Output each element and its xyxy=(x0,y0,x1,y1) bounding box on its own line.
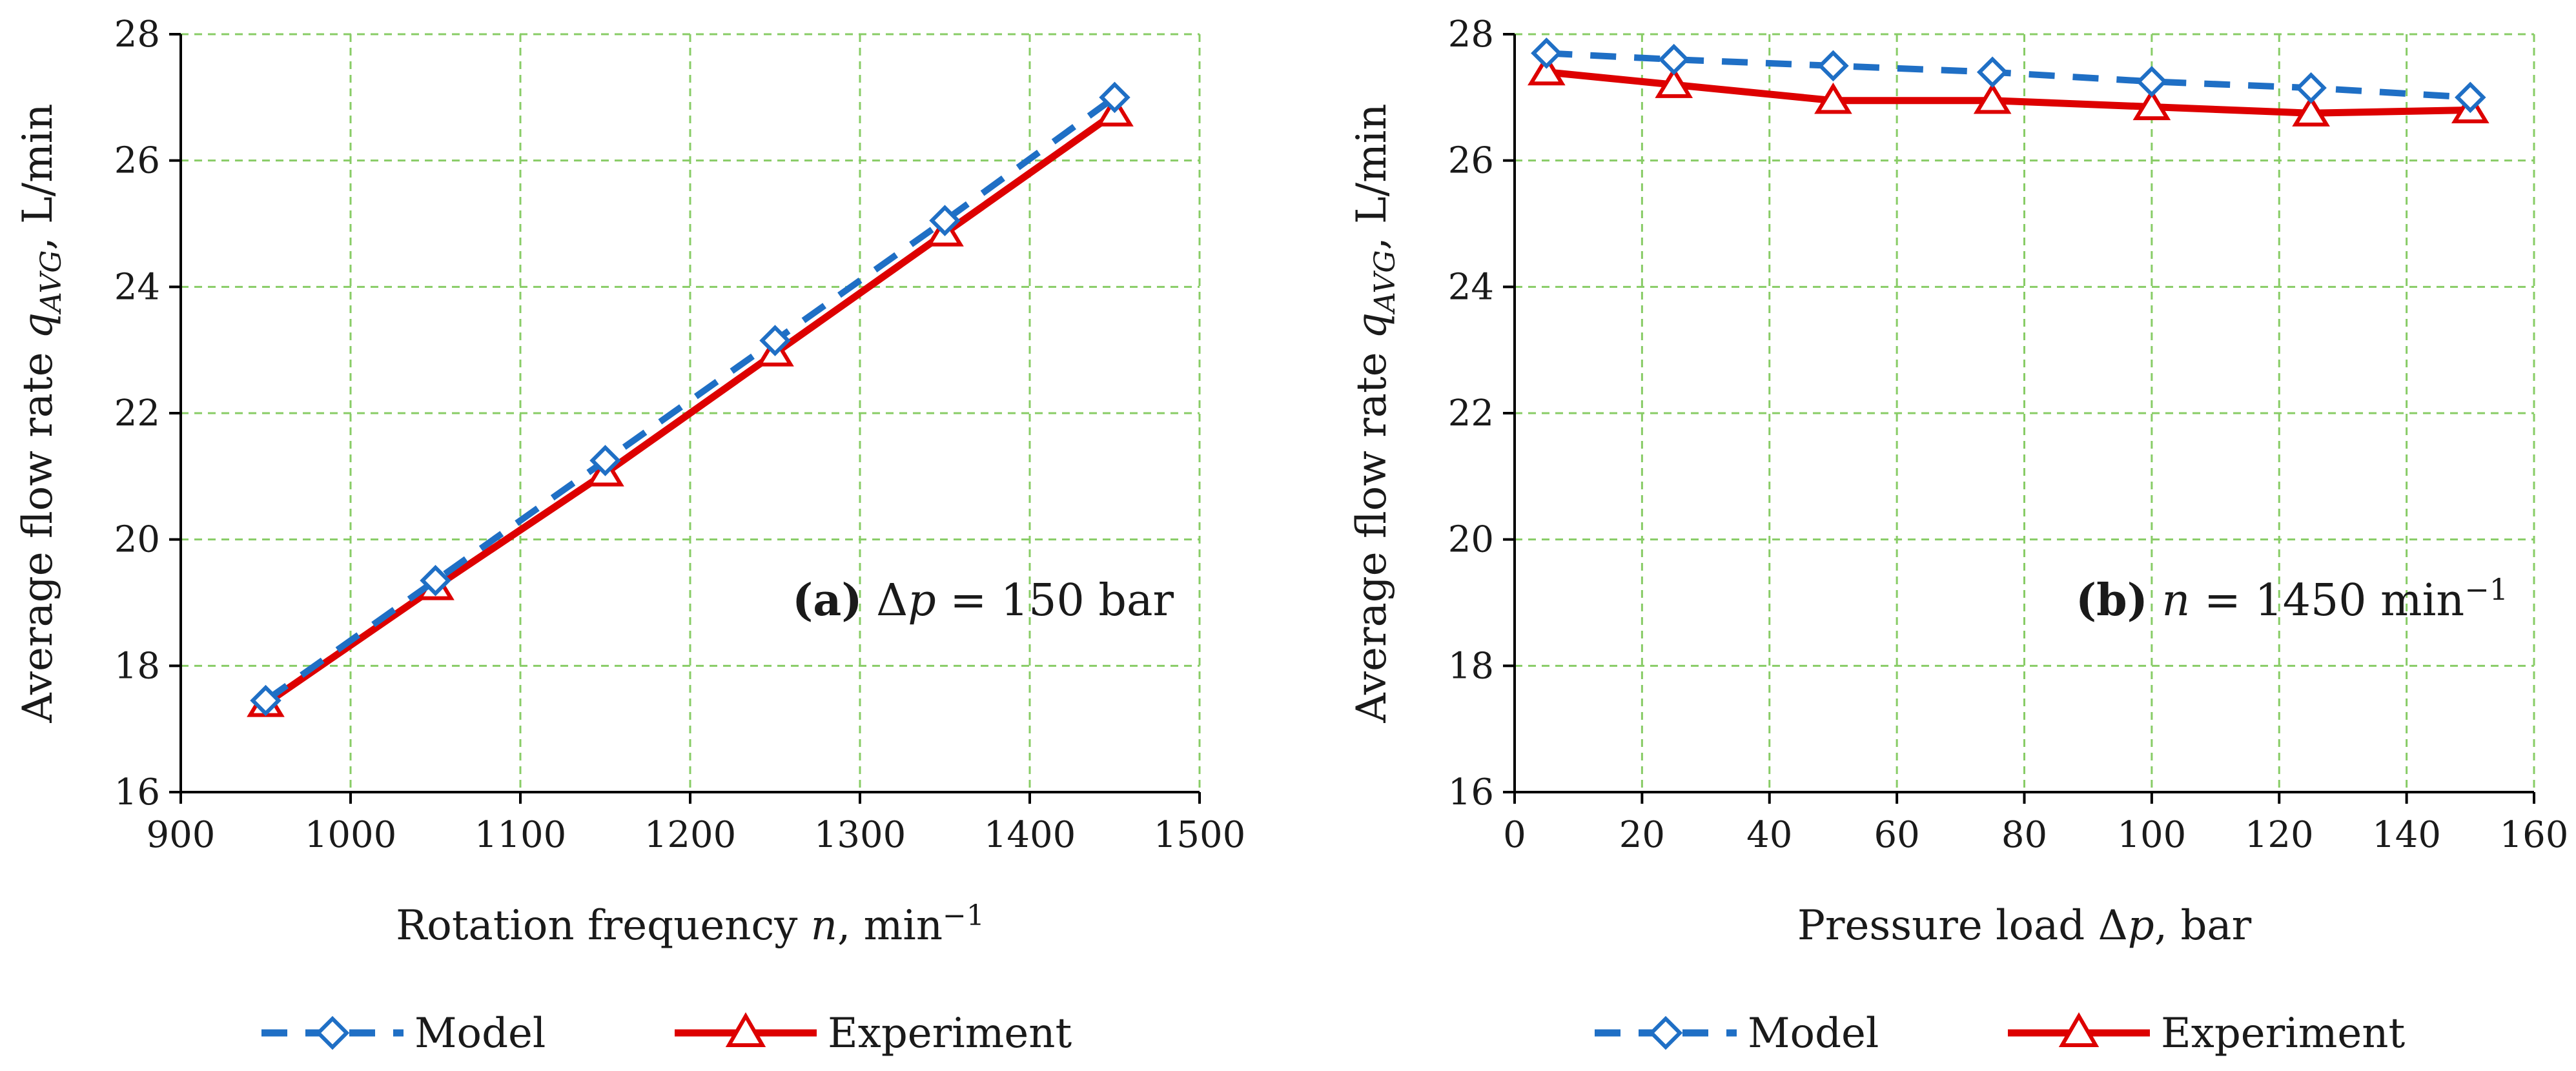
data-point-model xyxy=(1976,56,2009,88)
y-axis-title-text: Average flow rate xyxy=(14,339,62,724)
panel-label: (a) Δp = 150 bar xyxy=(792,575,1174,626)
x-tick-label: 20 xyxy=(1619,814,1665,856)
y-tick-label: 20 xyxy=(114,519,160,561)
data-point-model xyxy=(1658,43,1690,76)
y-tick-label: 26 xyxy=(114,140,160,182)
panel-label-space xyxy=(863,575,877,626)
panel-label-delta: Δ xyxy=(876,575,908,626)
data-point-model xyxy=(420,565,451,597)
y-tick-label: 24 xyxy=(1448,266,1494,308)
y-tick-label: 26 xyxy=(1448,140,1494,182)
data-point-model xyxy=(2295,72,2327,104)
x-tick-label: 80 xyxy=(2001,814,2047,856)
y-tick-label: 22 xyxy=(114,393,160,434)
data-point-model xyxy=(1099,81,1130,114)
x-tick-label: 1300 xyxy=(814,814,906,856)
legend-panel-b: Model Experiment xyxy=(1595,1010,2406,1057)
panel-label-bold: (a) xyxy=(792,575,862,626)
y-tick-label: 16 xyxy=(114,771,160,813)
x-tick-label: 140 xyxy=(2372,814,2441,856)
y-axis-title-var: q xyxy=(14,312,62,339)
x-axis-title-unit: , bar xyxy=(2154,902,2252,950)
x-axis-title-text: Rotation frequency xyxy=(396,902,811,950)
x-tick-label: 1100 xyxy=(475,814,567,856)
x-tick-label: 1400 xyxy=(984,814,1076,856)
panel-label-var: n xyxy=(2162,575,2190,626)
legend-model-label: Model xyxy=(1748,1010,1879,1057)
legend-panel-a: Model Experiment xyxy=(261,1010,1072,1057)
y-axis-title-sub: AVG xyxy=(1369,250,1402,316)
x-tick-label: 160 xyxy=(2500,814,2569,856)
panel-label-space xyxy=(2148,575,2162,626)
panel-label-var: p xyxy=(908,575,936,626)
chart-panel-a: 900 1000 1100 1200 1300 1400 1500 16 18 20 22 24 26 2… xyxy=(14,14,1245,950)
data-point-model xyxy=(2455,81,2486,114)
y-axis-title: Average flow rate qAVG, L/min xyxy=(14,103,68,723)
panel-label-bold: (b) xyxy=(2076,575,2148,626)
x-tick-label: 1000 xyxy=(305,814,397,856)
x-tick-label: 1500 xyxy=(1154,814,1246,856)
data-point-experiment xyxy=(2292,95,2330,127)
y-tick-label: 28 xyxy=(114,14,160,56)
legend-model-marker xyxy=(315,1015,350,1050)
x-axis-title: Pressure load Δp, bar xyxy=(1797,902,2252,950)
legend-model-marker xyxy=(1648,1015,1683,1050)
y-tick-label: 18 xyxy=(1448,645,1494,687)
data-point-model xyxy=(759,325,791,356)
x-tick-label: 0 xyxy=(1503,814,1526,856)
data-point-model xyxy=(1817,50,1849,82)
y-axis-title-sub: AVG xyxy=(35,250,68,316)
y-axis-title: Average flow rate qAVG, L/min xyxy=(1348,103,1402,723)
data-point-model xyxy=(929,205,961,236)
x-axis-title-sup: −1 xyxy=(943,899,985,932)
data-point-experiment xyxy=(1973,82,2012,114)
y-tick-label: 24 xyxy=(114,266,160,308)
panel-label-rest: = 1450 min xyxy=(2190,575,2464,626)
panel-label-rest: = 150 bar xyxy=(936,575,1174,626)
data-point-experiment xyxy=(2132,88,2171,121)
x-tick-label: 60 xyxy=(1874,814,1919,856)
x-axis-title-var: n xyxy=(811,902,837,950)
x-tick-label: 120 xyxy=(2245,814,2314,856)
y-axis-title-var: q xyxy=(1348,312,1396,339)
y-axis-title-unit: , L/min xyxy=(14,103,62,250)
y-tick-label: 22 xyxy=(1448,393,1494,434)
x-tick-label: 40 xyxy=(1746,814,1792,856)
x-tick-label: 100 xyxy=(2117,814,2186,856)
data-point-experiment xyxy=(1655,66,1693,98)
legend-experiment-marker xyxy=(2058,1012,2100,1047)
x-tick-label: 1200 xyxy=(644,814,737,856)
legend-model-label: Model xyxy=(414,1010,546,1057)
data-point-experiment xyxy=(1528,54,1566,86)
panel-label: (b) n = 1450 min−1 xyxy=(2076,572,2508,626)
legend-experiment-marker xyxy=(725,1012,766,1047)
data-point-model xyxy=(1531,37,1562,69)
legend-experiment-label: Experiment xyxy=(2161,1010,2406,1057)
y-axis-title-unit: , L/min xyxy=(1348,103,1396,250)
x-axis-title-text: Pressure load Δ xyxy=(1797,902,2128,950)
chart-panel-b: 0 20 40 60 80 100 120 140 160 16 18 20 22 24 26 28 Press… xyxy=(1348,14,2568,950)
x-axis-title-var: p xyxy=(2128,902,2154,950)
data-point-model xyxy=(589,445,621,476)
data-point-model xyxy=(250,684,281,717)
y-tick-label: 20 xyxy=(1448,519,1494,561)
legend-experiment-label: Experiment xyxy=(828,1010,1072,1057)
x-tick-label: 900 xyxy=(147,814,216,856)
y-tick-label: 28 xyxy=(1448,14,1494,56)
y-tick-label: 18 xyxy=(114,645,160,687)
y-axis-title-text: Average flow rate xyxy=(1348,339,1396,724)
y-tick-label: 16 xyxy=(1448,771,1494,813)
x-axis-title: Rotation frequency n, min−1 xyxy=(396,899,985,950)
x-axis-title-unit: , min xyxy=(837,902,943,950)
data-point-experiment xyxy=(1814,82,1852,114)
panel-label-sup: −1 xyxy=(2464,572,2508,607)
data-point-model xyxy=(2136,66,2168,97)
series-line-experiment xyxy=(263,110,1117,707)
